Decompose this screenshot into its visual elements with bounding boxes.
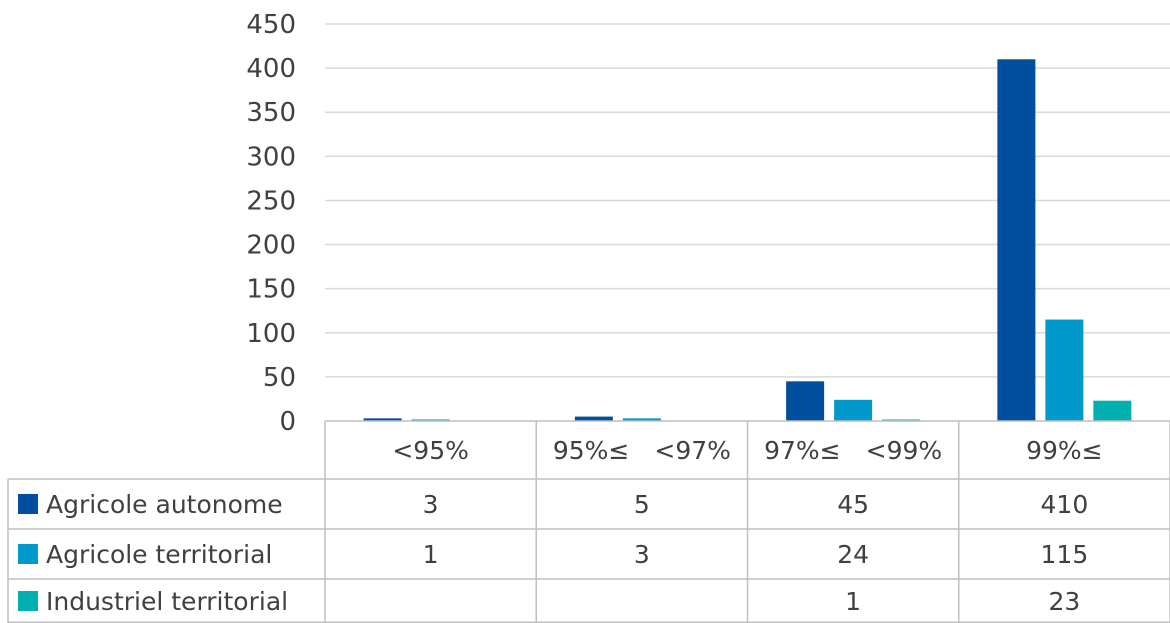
bar-2-3 bbox=[1093, 400, 1132, 421]
category-label: 97%≤ <99% bbox=[764, 436, 942, 465]
category-label: 99%≤ bbox=[1026, 436, 1103, 465]
category-label: 95%≤ <97% bbox=[553, 436, 731, 465]
series-name: Industriel territorial bbox=[46, 587, 288, 616]
data-label: 3 bbox=[634, 540, 650, 569]
data-table: <95% 95%≤ <97% 97%≤ <99% 99%≤ Agricole auton… bbox=[7, 420, 1170, 623]
bar-0-1 bbox=[574, 416, 613, 421]
bar-1-3 bbox=[1045, 319, 1084, 421]
data-label: 23 bbox=[1048, 587, 1080, 616]
bars bbox=[363, 59, 1132, 422]
series-name: Agricole autonome bbox=[46, 490, 283, 519]
data-label: 45 bbox=[837, 490, 869, 519]
legend-swatch bbox=[18, 494, 38, 514]
y-tick-label: 400 bbox=[246, 54, 296, 84]
y-tick-label: 100 bbox=[246, 319, 296, 349]
legend-swatch bbox=[18, 544, 38, 564]
data-label: 115 bbox=[1041, 540, 1089, 569]
bar-0-0 bbox=[363, 418, 402, 421]
data-label: 1 bbox=[423, 540, 439, 569]
data-label: 24 bbox=[837, 540, 869, 569]
y-tick-label: 450 bbox=[246, 10, 296, 40]
y-tick-label: 350 bbox=[246, 98, 296, 128]
y-tick-label: 250 bbox=[246, 186, 296, 216]
bar-1-1 bbox=[622, 418, 661, 421]
data-label: 5 bbox=[634, 490, 650, 519]
category-label: <95% bbox=[392, 436, 469, 465]
bar-0-2 bbox=[786, 381, 825, 421]
y-tick-label: 300 bbox=[246, 142, 296, 172]
legend-swatch bbox=[18, 591, 38, 611]
y-axis: 0 50 100 150 200 250 300 350 400 450 bbox=[246, 10, 296, 437]
data-label: 3 bbox=[423, 490, 439, 519]
bar-1-2 bbox=[834, 399, 873, 421]
data-label: 1 bbox=[845, 587, 861, 616]
gridlines bbox=[325, 23, 1170, 378]
y-tick-label: 200 bbox=[246, 231, 296, 261]
series-name: Agricole territorial bbox=[46, 540, 272, 569]
y-tick-label: 150 bbox=[246, 275, 296, 305]
bar-0-3 bbox=[997, 59, 1036, 422]
y-tick-label: 0 bbox=[279, 407, 296, 437]
y-tick-label: 50 bbox=[263, 363, 296, 393]
data-label: 410 bbox=[1041, 490, 1089, 519]
